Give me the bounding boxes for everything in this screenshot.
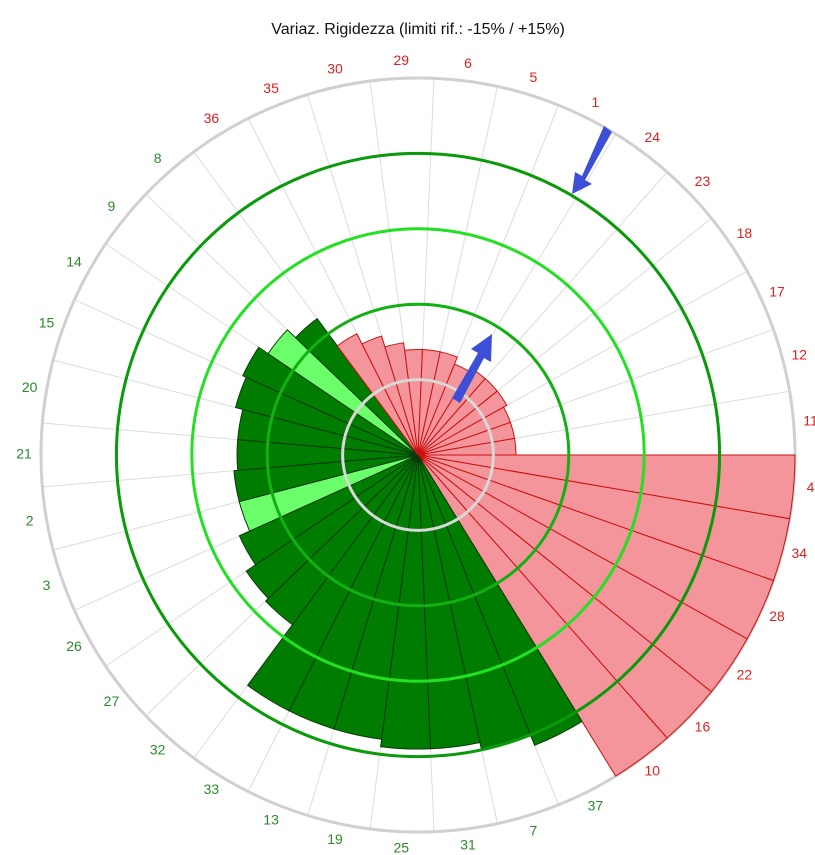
bar: [380, 454, 432, 750]
category-label: 24: [644, 129, 660, 145]
category-label: 21: [16, 446, 32, 462]
category-label: 32: [150, 741, 166, 757]
bar: [238, 454, 419, 566]
arrow: [452, 334, 492, 403]
category-label: 10: [644, 762, 660, 778]
category-label: 31: [460, 837, 476, 853]
ring: [114, 151, 722, 759]
category-label: 29: [393, 52, 409, 68]
category-label: 26: [66, 638, 82, 654]
category-label: 35: [263, 80, 279, 96]
category-label: 7: [529, 822, 537, 838]
category-label: 34: [791, 545, 807, 561]
category-label: 36: [204, 110, 220, 126]
category-label: 20: [22, 379, 38, 395]
bar: [245, 454, 419, 600]
arrow: [572, 126, 612, 194]
category-label: 5: [529, 69, 537, 85]
category-label: 8: [154, 150, 162, 166]
category-label: 15: [39, 314, 55, 330]
category-label: 9: [108, 198, 116, 214]
bar: [294, 317, 419, 456]
bar: [242, 346, 419, 456]
bar: [417, 454, 668, 777]
category-label: 28: [769, 608, 785, 624]
category-label: 11: [803, 412, 815, 428]
ring: [341, 378, 495, 532]
bar: [336, 333, 419, 456]
category-label: 27: [104, 693, 120, 709]
category-label: 6: [464, 55, 472, 71]
bar: [384, 342, 419, 456]
category-label: 14: [66, 254, 82, 270]
category-label: 22: [737, 666, 753, 682]
category-label: 3: [43, 577, 51, 593]
bar: [267, 329, 419, 456]
plot: 29 65124231817121143428221610377312519133…: [16, 52, 815, 855]
bar: [233, 454, 419, 503]
category-label: 4: [807, 479, 815, 495]
bar: [264, 454, 419, 626]
category-label: 1: [591, 94, 599, 110]
category-label: 17: [769, 283, 785, 299]
category-label: 2: [26, 512, 34, 528]
bar: [417, 454, 583, 746]
chart-title: Variaz. Rigidezza (limiti rif.: -15% / +…: [271, 21, 565, 38]
category-label: 16: [695, 718, 711, 734]
category-label: 13: [263, 811, 279, 827]
category-label: 18: [737, 225, 753, 241]
category-label: 23: [695, 173, 711, 189]
category-label: 33: [204, 781, 220, 797]
bar: [417, 390, 508, 456]
category-label: 12: [791, 346, 807, 362]
ring: [265, 302, 571, 608]
bar: [361, 335, 419, 456]
ring: [190, 227, 646, 683]
category-label: 37: [588, 798, 604, 814]
category-label: 30: [327, 61, 343, 77]
category-label: 25: [393, 839, 409, 855]
category-label: 19: [327, 831, 343, 847]
